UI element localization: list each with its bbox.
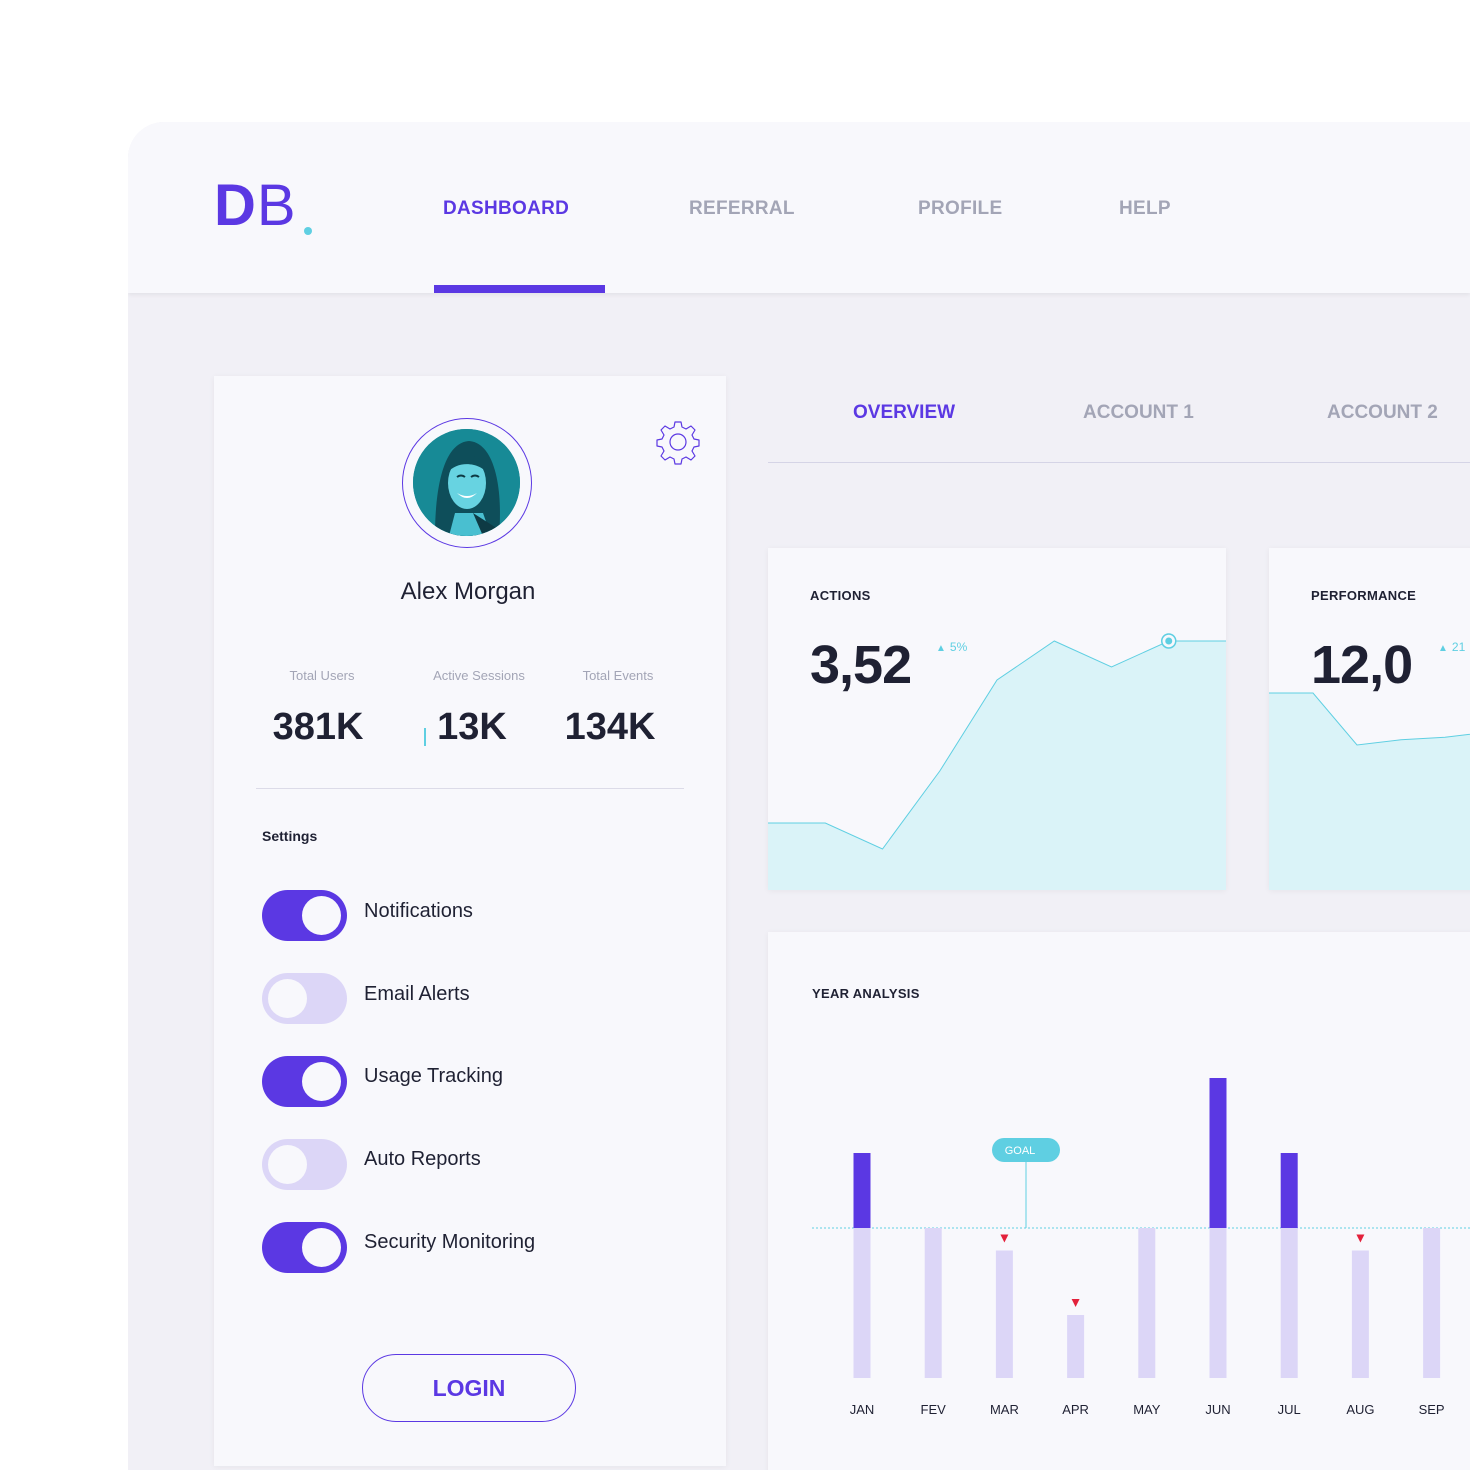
login-button[interactable]: LOGIN: [362, 1354, 576, 1422]
bar-sep-base[interactable]: [1423, 1228, 1441, 1378]
performance-delta: ▲ 21: [1438, 640, 1465, 654]
active-nav-indicator: [434, 285, 605, 293]
area-line: [1269, 692, 1470, 746]
toggle-usage-tracking[interactable]: [262, 1056, 347, 1107]
actions-delta-value: 5%: [949, 640, 968, 654]
x-tick-jan: JAN: [850, 1402, 875, 1417]
toggle-knob: [302, 1062, 341, 1101]
avatar[interactable]: [413, 429, 520, 536]
toggle-auto-reports[interactable]: [262, 1139, 347, 1190]
logo-letter-b: B: [256, 173, 297, 238]
bar-jun-base[interactable]: [1209, 1228, 1227, 1378]
performance-value: 12,0: [1311, 635, 1413, 695]
toggle-knob: [268, 979, 307, 1018]
year-analysis-title: YEAR ANALYSIS: [812, 986, 920, 1001]
profile-card: Alex Morgan Total Users Active Sessions …: [214, 376, 726, 1466]
actions-card: ACTIONS 3,52 ▲ 5%: [768, 548, 1226, 890]
performance-title: PERFORMANCE: [1311, 588, 1417, 603]
below-goal-marker: [1071, 1299, 1080, 1307]
stat-label-total-events: Total Events: [582, 668, 654, 683]
performance-delta-value: 21: [1451, 640, 1466, 654]
bar-aug-base[interactable]: [1351, 1250, 1369, 1379]
brand-logo[interactable]: DB: [214, 174, 297, 238]
stat-value-total-events: 134K: [564, 706, 656, 748]
stat-value-total-users: 381K: [272, 706, 364, 748]
toggle-label-email-alerts: Email Alerts: [364, 983, 470, 1005]
dashboard-window: DB DASHBOARD REFERRAL PROFILE HELP: [128, 122, 1470, 1470]
toggle-knob: [268, 1145, 307, 1184]
avatar-illustration: [413, 429, 520, 536]
avatar-ring: [402, 418, 532, 548]
gear-icon[interactable]: [654, 418, 702, 466]
nav-item-referral[interactable]: REFERRAL: [689, 198, 795, 219]
goal-tag-label: GOAL: [1005, 1145, 1036, 1157]
x-tick-jun: JUN: [1205, 1402, 1230, 1417]
bar-jan-above-goal[interactable]: [853, 1153, 871, 1228]
toggle-knob: [302, 896, 341, 935]
tab-account-2[interactable]: ACCOUNT 2: [1327, 402, 1438, 423]
x-tick-jul: JUL: [1278, 1402, 1301, 1417]
toggle-security-monitoring[interactable]: [262, 1222, 347, 1273]
x-tick-apr: APR: [1062, 1402, 1089, 1417]
performance-area-chart: [1269, 692, 1470, 890]
highlight-point[interactable]: [1165, 637, 1173, 645]
stat-separator: [424, 728, 426, 746]
bar-fev-base[interactable]: [924, 1228, 942, 1378]
toggle-label-usage-tracking: Usage Tracking: [364, 1065, 503, 1087]
nav-item-profile[interactable]: PROFILE: [918, 198, 1003, 219]
section-divider: [256, 788, 684, 789]
nav-item-dashboard[interactable]: DASHBOARD: [443, 198, 570, 219]
x-tick-aug: AUG: [1346, 1402, 1374, 1417]
tabs-divider: [768, 462, 1470, 463]
bar-jul-above-goal[interactable]: [1280, 1153, 1298, 1228]
actions-area-chart: [768, 633, 1226, 890]
stat-value-active-sessions: 13K: [437, 706, 507, 748]
toggle-label-security-monitoring: Security Monitoring: [364, 1231, 536, 1253]
trend-up-icon: ▲: [1438, 643, 1448, 654]
top-navigation-bar: DB DASHBOARD REFERRAL PROFILE HELP: [128, 122, 1470, 293]
stat-label-total-users: Total Users: [289, 668, 355, 683]
year-analysis-card: JAN FEV MAR APR MAY JUN JUL AUG SEP GOAL YEAR ANA…: [768, 932, 1470, 1470]
bar-apr-base[interactable]: [1067, 1315, 1085, 1378]
bar-jan-base[interactable]: [853, 1228, 871, 1378]
toggle-notifications[interactable]: [262, 890, 347, 941]
bar-mar-base[interactable]: [995, 1250, 1013, 1379]
area-fill: [768, 641, 1226, 890]
settings-title: Settings: [262, 828, 318, 844]
bar-jul-base[interactable]: [1280, 1228, 1298, 1378]
logo-dot: [304, 227, 312, 235]
bar-may-base[interactable]: [1138, 1228, 1156, 1378]
actions-delta: ▲ 5%: [936, 640, 967, 654]
below-goal-marker: [1000, 1234, 1009, 1243]
user-name: Alex Morgan: [400, 578, 536, 605]
x-tick-fev: FEV: [921, 1402, 947, 1417]
toggle-knob: [302, 1228, 341, 1267]
tab-account-1[interactable]: ACCOUNT 1: [1083, 402, 1194, 423]
actions-title: ACTIONS: [810, 588, 871, 603]
x-tick-sep: SEP: [1419, 1402, 1445, 1417]
x-tick-may: MAY: [1133, 1402, 1161, 1417]
area-line: [768, 640, 1226, 850]
toggle-label-notifications: Notifications: [364, 900, 473, 922]
nav-item-help[interactable]: HELP: [1119, 198, 1171, 219]
year-analysis-bar-chart: JAN FEV MAR APR MAY JUN JUL AUG SEP GOAL: [812, 1078, 1470, 1417]
x-tick-mar: MAR: [990, 1402, 1019, 1417]
actions-value: 3,52: [810, 635, 912, 695]
performance-card: PERFORMANCE 12,0 ▲ 21: [1269, 548, 1470, 890]
stat-label-active-sessions: Active Sessions: [433, 668, 525, 683]
toggle-label-auto-reports: Auto Reports: [364, 1148, 481, 1170]
goal-tag[interactable]: [992, 1138, 1060, 1162]
toggle-email-alerts[interactable]: [262, 973, 347, 1024]
tab-overview[interactable]: OVERVIEW: [853, 402, 956, 423]
trend-up-icon: ▲: [936, 643, 946, 654]
below-goal-marker: [1356, 1234, 1365, 1243]
bar-jun-above-goal[interactable]: [1209, 1078, 1227, 1228]
area-fill: [1269, 693, 1470, 890]
logo-letter-d: D: [214, 173, 257, 238]
